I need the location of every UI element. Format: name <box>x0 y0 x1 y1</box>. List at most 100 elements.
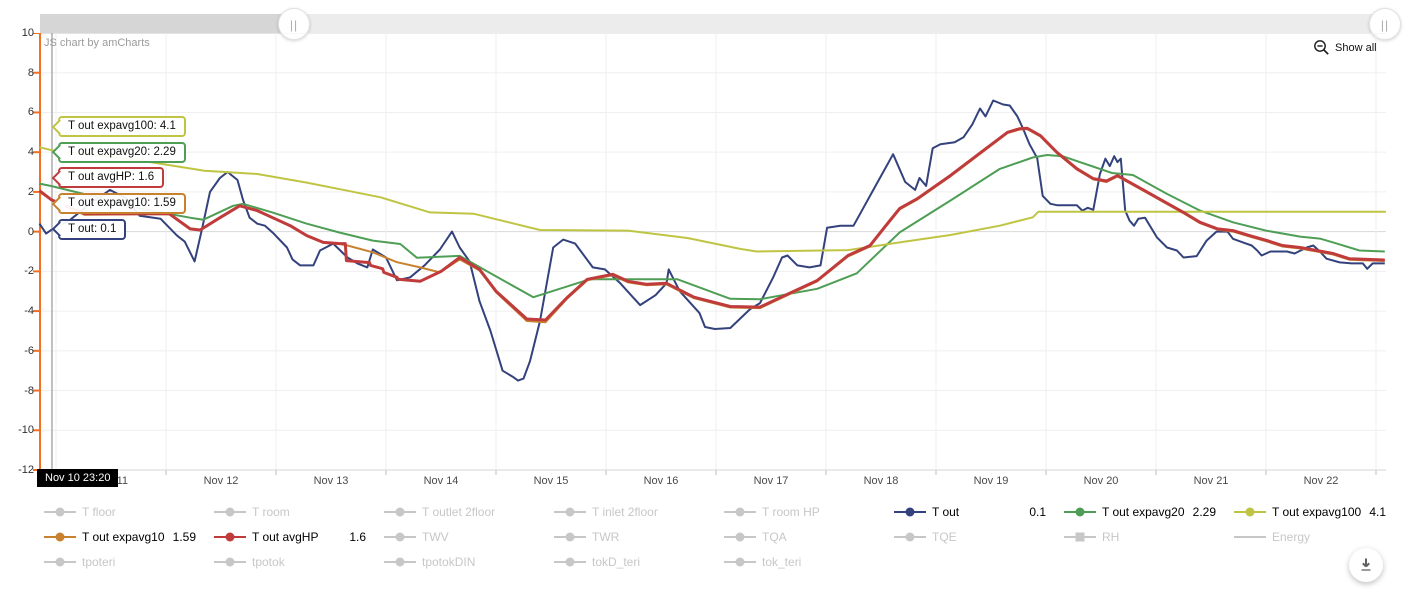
amcharts-watermark: JS chart by amCharts <box>44 37 150 49</box>
legend-value: 4.1 <box>1369 505 1386 519</box>
legend-label: TWV <box>422 530 449 544</box>
legend-marker <box>554 557 586 567</box>
legend-item-twr[interactable]: TWR <box>554 527 714 547</box>
legend-label: TQE <box>932 530 957 544</box>
legend-item-t-floor[interactable]: T floor <box>44 502 204 522</box>
legend-marker <box>214 507 246 517</box>
series-line-t-out-expavg20 <box>39 154 1385 301</box>
x-axis-label: Nov 18 <box>863 475 899 487</box>
x-axis-label: Nov 21 <box>1193 475 1229 487</box>
legend-item-tqe[interactable]: TQE <box>894 527 1054 547</box>
chart-plot-area[interactable] <box>33 33 1386 477</box>
legend-marker <box>214 557 246 567</box>
x-axis-label: Nov 19 <box>973 475 1009 487</box>
legend-marker <box>44 557 76 567</box>
legend-label: T out avgHP <box>252 530 319 544</box>
legend-value: 1.6 <box>349 530 366 544</box>
series-line-t-out-expavg10 <box>38 128 1385 324</box>
legend-label: Energy <box>1272 530 1311 544</box>
legend-item-tok_teri[interactable]: tok_teri <box>724 552 884 572</box>
legend-value: 2.29 <box>1192 505 1216 519</box>
legend-label: TWR <box>592 530 620 544</box>
legend-item-tpotok[interactable]: tpotok <box>214 552 374 572</box>
legend-item-t-room[interactable]: T room <box>214 502 374 522</box>
legend-item-t-out-expavg10[interactable]: T out expavg10 <box>44 527 204 547</box>
legend-item-t-inlet-2floor[interactable]: T inlet 2floor <box>554 502 714 522</box>
value-balloon: T out expavg20: 2.29 <box>51 141 186 163</box>
x-axis-label: Nov 15 <box>533 475 569 487</box>
legend-label: tokD_teri <box>592 555 641 569</box>
scrollbar-right-handle[interactable]: || <box>1369 8 1401 40</box>
legend-marker <box>894 532 926 542</box>
legend-label: TQA <box>762 530 787 544</box>
legend-marker <box>384 507 416 517</box>
y-axis-label: -2 <box>24 265 34 278</box>
x-axis-label: Nov 20 <box>1083 475 1119 487</box>
legend-item-tpotokdin[interactable]: tpotokDIN <box>384 552 544 572</box>
legend-label: T out expavg20 <box>1102 505 1185 519</box>
y-axis-label: 8 <box>27 66 34 79</box>
series-line-t-out-expavg100 <box>39 146 1386 253</box>
legend-item-t-out-expavg100[interactable]: T out expavg100 <box>1234 502 1394 522</box>
legend-label: T out <box>932 505 960 519</box>
chart-scrollbar[interactable]: || || <box>40 8 1401 40</box>
export-button[interactable] <box>1349 548 1383 582</box>
legend-item-t-outlet-2floor[interactable]: T outlet 2floor <box>384 502 544 522</box>
legend-marker <box>724 507 756 517</box>
y-axis-label: 0 <box>27 225 34 238</box>
cursor-date-balloon: Nov 10 23:20 <box>37 469 119 487</box>
legend-label: T inlet 2floor <box>592 505 658 519</box>
legend-label: T room HP <box>762 505 820 519</box>
legend-item-tokd_teri[interactable]: tokD_teri <box>554 552 714 572</box>
value-balloon: T out avgHP: 1.6 <box>51 167 165 189</box>
x-axis-label: Nov 17 <box>753 475 789 487</box>
x-axis-label: Nov 13 <box>313 475 349 487</box>
legend-item-t-out-avghp[interactable]: T out avgHP <box>214 527 374 547</box>
legend-marker <box>1064 507 1096 517</box>
legend-label: T out expavg100 <box>1272 505 1362 519</box>
show-all-button[interactable]: Show all <box>1313 39 1377 56</box>
y-axis-label: -4 <box>24 305 34 318</box>
legend-marker <box>384 532 416 542</box>
y-axis-label: 6 <box>27 106 34 119</box>
series-line-t-out <box>38 99 1385 382</box>
series-line-t-out-avghp <box>38 126 1385 322</box>
legend-item-rh[interactable]: RH <box>1064 527 1224 547</box>
x-axis-label: Nov 14 <box>423 475 459 487</box>
zoom-out-icon <box>1314 40 1329 55</box>
legend-item-twv[interactable]: TWV <box>384 527 544 547</box>
legend-item-t-out[interactable]: T out <box>894 502 1054 522</box>
legend-item-tqa[interactable]: TQA <box>724 527 884 547</box>
legend-label: tpotok <box>252 555 285 569</box>
legend-marker <box>724 532 756 542</box>
show-all-label: Show all <box>1335 41 1377 54</box>
legend-marker <box>214 532 246 542</box>
legend-label: tpoteri <box>82 555 116 569</box>
y-axis-label: -12 <box>18 464 34 476</box>
legend-value: 0.1 <box>1029 505 1046 519</box>
legend-item-t-room-hp[interactable]: T room HP <box>724 502 884 522</box>
legend-marker <box>894 507 926 517</box>
legend-marker <box>554 507 586 517</box>
legend-marker <box>44 532 76 542</box>
legend-label: T out expavg10 <box>82 530 165 544</box>
y-axis-label: 2 <box>27 185 34 198</box>
legend-marker <box>1064 532 1096 542</box>
x-axis-label: Nov 12 <box>203 475 239 487</box>
scrollbar-left-handle[interactable]: || <box>278 8 310 40</box>
legend-label: RH <box>1102 530 1120 544</box>
value-balloon: T out expavg10: 1.59 <box>51 193 186 215</box>
legend-label: T floor <box>82 505 116 519</box>
chart-legend: T floor T room T outlet 2floor T inlet 2flo… <box>40 500 1400 580</box>
y-axis-label: -6 <box>24 344 34 357</box>
value-balloon: T out expavg100: 4.1 <box>51 116 186 137</box>
download-icon <box>1361 558 1371 571</box>
legend-value: 1.59 <box>172 530 196 544</box>
legend-item-t-out-expavg20[interactable]: T out expavg20 <box>1064 502 1224 522</box>
legend-item-tpoteri[interactable]: tpoteri <box>44 552 204 572</box>
legend-marker <box>44 507 76 517</box>
legend-marker <box>384 557 416 567</box>
y-axis-label: 4 <box>27 146 34 159</box>
legend-item-energy[interactable]: Energy <box>1234 527 1394 547</box>
